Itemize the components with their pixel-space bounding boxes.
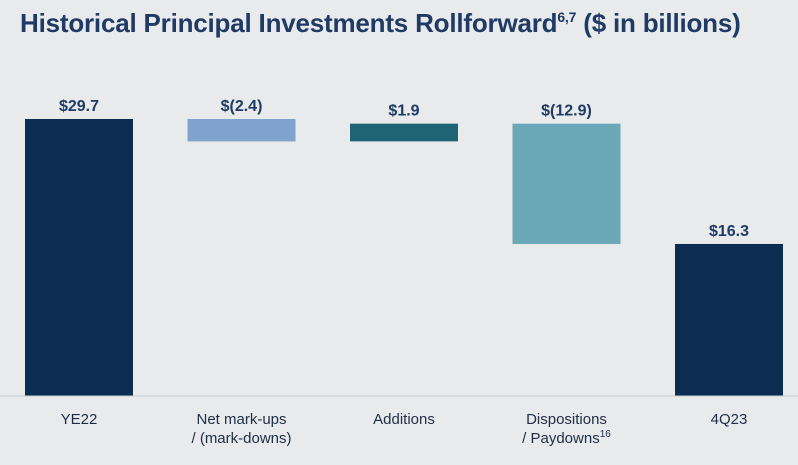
chart-title-unit: ($ in billions) [576,8,741,38]
chart-title: Historical Principal Investments Rollfor… [20,8,741,39]
category-label-footnote: 16 [600,429,612,440]
category-label-3: Dispositions / Paydowns16 [522,411,611,447]
category-label-2: Additions [373,411,435,428]
category-label-0: YE22 [61,411,98,428]
bar-4 [675,243,783,396]
value-label-1: $(2.4) [221,98,263,115]
bar-1 [187,119,296,142]
category-label-line: / (mark-downs) [191,430,291,447]
category-label-1: Net mark-ups / (mark-downs) [191,411,291,447]
category-label-line: 4Q23 [711,411,748,428]
value-label-2: $1.9 [388,103,419,120]
value-label-4: $16.3 [709,223,749,240]
bar-2 [350,123,458,142]
category-labels-group: YE22 Net mark-ups / (mark-downs) Additions D… [61,411,748,447]
bar-3 [512,123,621,244]
value-label-0: $29.7 [59,98,99,115]
value-labels-group: $29.7 $(2.4) $1.9 $(12.9) $16.3 [59,98,749,240]
category-label-4: 4Q23 [711,411,748,428]
category-label-line: YE22 [61,411,98,428]
category-label-line: / Paydowns [522,430,600,447]
chart-title-footnote: 6,7 [557,9,577,25]
chart-title-text: Historical Principal Investments Rollfor… [20,8,558,38]
bars-group [25,119,783,396]
value-label-3: $(12.9) [541,103,592,120]
bar-0 [25,119,133,396]
category-label-line: Additions [373,411,435,428]
category-label-line: Net mark-ups [196,411,286,428]
category-label-line: Dispositions [526,411,607,428]
